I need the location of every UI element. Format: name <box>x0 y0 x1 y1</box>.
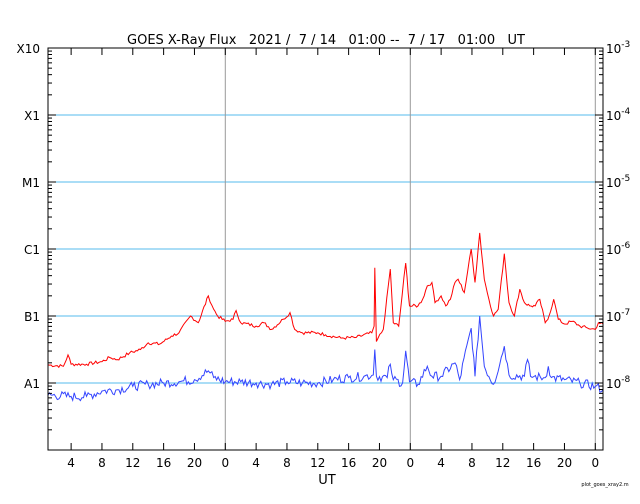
x-tick-label: 8 <box>283 456 291 470</box>
y-left-label: X10 <box>17 42 41 56</box>
series-lines <box>47 232 604 403</box>
y-left-label: X1 <box>24 109 40 123</box>
x-axis-label: UT <box>318 473 336 488</box>
y-left-label: C1 <box>24 243 40 257</box>
x-tick-label: 0 <box>221 456 229 470</box>
x-tick-label: 12 <box>310 456 325 470</box>
x-tick-label: 16 <box>156 456 171 470</box>
y-right-label: 10-3 <box>606 40 630 56</box>
footer-filename: plot_goes_xray2.m <box>581 482 628 488</box>
x-tick-label: 20 <box>372 456 387 470</box>
x-tick-label: 16 <box>526 456 541 470</box>
chart-title: GOES X-Ray Flux 2021 / 7 / 14 01:00 -- 7… <box>127 33 525 48</box>
x-tick-label: 20 <box>557 456 572 470</box>
x-tick-label: 12 <box>495 456 510 470</box>
axes: 4 8 12 16 20 0 4 8 12 16 20 0 4 8 12 16 20 0 X10 X1 M1 C1 B1 A1… <box>17 40 631 470</box>
y-right-label: 10-5 <box>606 174 630 190</box>
y-left-label: A1 <box>24 377 40 391</box>
y-left-label: B1 <box>24 310 40 324</box>
series-long-line <box>47 232 604 369</box>
y-right-label: 10-7 <box>606 308 630 324</box>
x-tick-label: 20 <box>187 456 202 470</box>
x-tick-label: 0 <box>406 456 414 470</box>
x-tick-label: 16 <box>341 456 356 470</box>
x-tick-label: 4 <box>252 456 260 470</box>
series-short-line <box>47 315 604 403</box>
y-right-label: 10-4 <box>606 107 631 123</box>
x-tick-label: 8 <box>468 456 476 470</box>
x-tick-label: 8 <box>98 456 106 470</box>
grid-lines <box>48 48 603 450</box>
y-right-label: 10-6 <box>606 241 631 257</box>
x-tick-label: 12 <box>125 456 140 470</box>
x-tick-label: 0 <box>591 456 599 470</box>
y-right-label: 10-8 <box>606 375 631 391</box>
y-left-label: M1 <box>22 176 40 190</box>
x-tick-label: 4 <box>437 456 445 470</box>
x-tick-label: 4 <box>67 456 75 470</box>
